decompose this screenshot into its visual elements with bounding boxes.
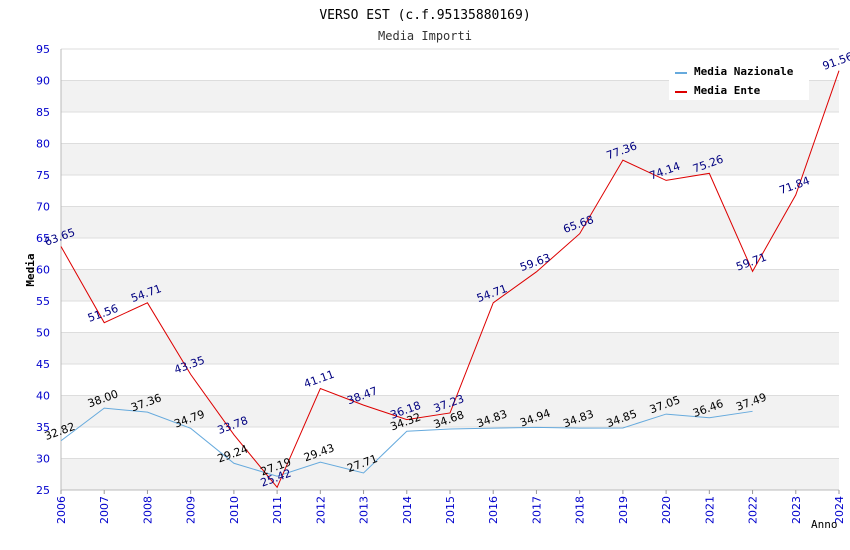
legend-label-media-nazionale: Media Nazionale xyxy=(694,65,794,78)
x-tick-label: 2007 xyxy=(98,496,111,524)
y-tick-label: 70 xyxy=(36,201,50,214)
x-tick-label: 2017 xyxy=(530,496,543,524)
grid-band xyxy=(61,458,839,490)
grid-band xyxy=(61,143,839,175)
chart-subtitle: Media Importi xyxy=(378,29,472,43)
grid-band xyxy=(61,206,839,238)
x-tick-label: 2014 xyxy=(401,496,414,524)
y-tick-labels: 25 30 35 40 45 50 55 60 65 70 75 80 85 90 95 xyxy=(36,43,50,497)
y-tick-label: 80 xyxy=(36,138,50,151)
y-tick-label: 55 xyxy=(36,295,50,308)
y-tick-label: 90 xyxy=(36,75,50,88)
x-tick-label: 2018 xyxy=(574,496,587,524)
x-tick-label: 2020 xyxy=(660,496,673,524)
data-label: 71.84 xyxy=(778,174,812,197)
x-tick-label: 2008 xyxy=(141,496,154,524)
y-tick-label: 30 xyxy=(36,453,50,466)
x-tick-label: 2021 xyxy=(703,496,716,524)
legend-box xyxy=(669,58,809,100)
x-tick-label: 2010 xyxy=(228,496,241,524)
y-tick-label: 60 xyxy=(36,264,50,277)
chart-title: VERSO EST (c.f.95135880169) xyxy=(319,8,530,23)
x-tick-label: 2009 xyxy=(185,496,198,524)
data-label: 91.56 xyxy=(821,50,850,73)
grid-band xyxy=(61,332,839,364)
y-tick-label: 85 xyxy=(36,106,50,119)
x-tick-label: 2019 xyxy=(617,496,630,524)
x-tick-label: 2006 xyxy=(55,496,68,524)
x-tick-label: 2012 xyxy=(314,496,327,524)
legend: Media Nazionale Media Ente xyxy=(669,58,809,100)
axes xyxy=(60,49,840,494)
data-label: 41.11 xyxy=(302,368,336,391)
y-tick-label: 50 xyxy=(36,327,50,340)
x-tick-label: 2023 xyxy=(790,496,803,524)
y-tick-label: 75 xyxy=(36,169,50,182)
x-tick-label: 2013 xyxy=(358,496,371,524)
series-line-media-nazionale xyxy=(60,407,753,477)
y-tick-label: 40 xyxy=(36,390,50,403)
x-tick-label: 2016 xyxy=(487,496,500,524)
y-tick-label: 95 xyxy=(36,43,50,56)
legend-label-media-ente: Media Ente xyxy=(694,84,761,97)
background-bands xyxy=(61,80,839,490)
grid-band xyxy=(61,269,839,301)
y-tick-label: 25 xyxy=(36,484,50,497)
x-tick-label: 2024 xyxy=(833,496,846,524)
x-tick-labels: 2006 2007 2008 2009 2010 2011 2012 2013 2014 2015… xyxy=(55,496,846,524)
x-axis-label: Anno xyxy=(811,518,838,531)
series-lines xyxy=(60,70,840,489)
y-axis-label: Media xyxy=(24,253,37,286)
data-label: 63.65 xyxy=(43,226,77,249)
y-tick-label: 45 xyxy=(36,358,50,371)
grid-band xyxy=(61,395,839,427)
x-tick-label: 2011 xyxy=(271,496,284,524)
y-tick-label: 65 xyxy=(36,232,50,245)
x-tick-label: 2022 xyxy=(747,496,760,524)
series-line-media-ente xyxy=(60,70,840,489)
x-tick-label: 2015 xyxy=(444,496,457,524)
y-tick-label: 35 xyxy=(36,421,50,434)
